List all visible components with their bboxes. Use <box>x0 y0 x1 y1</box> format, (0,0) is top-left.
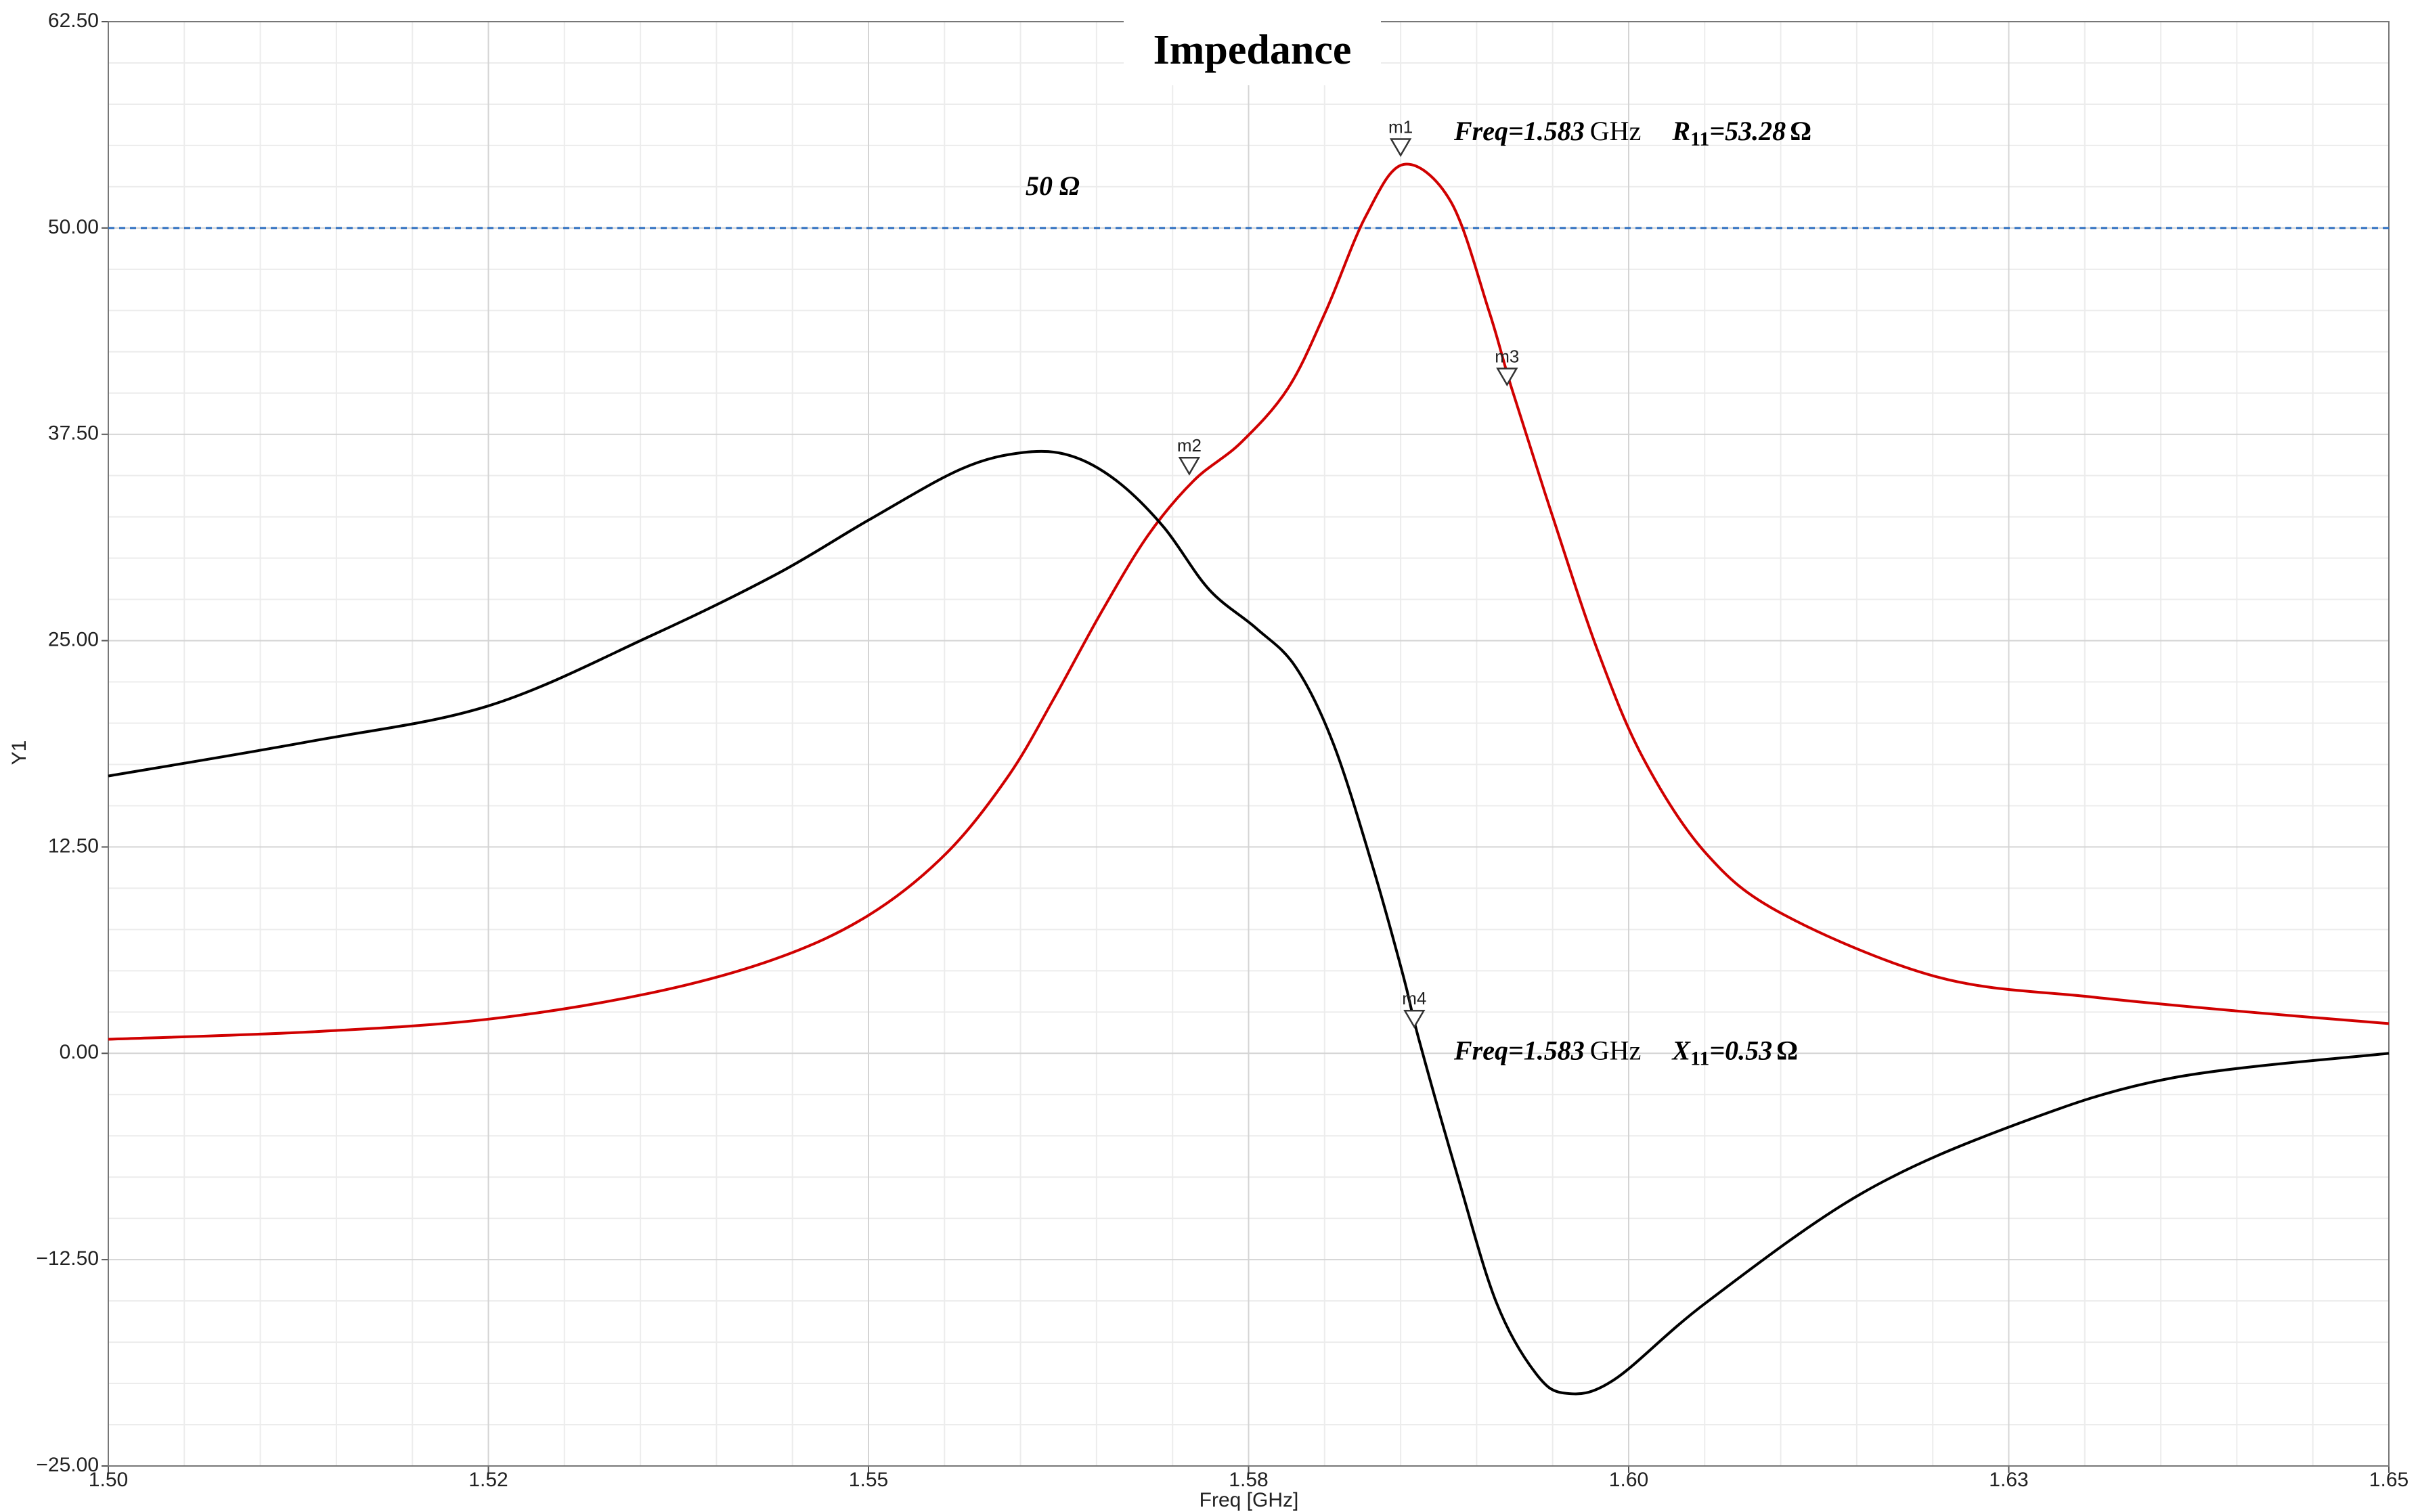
x-tick-label: 1.63 <box>1989 1469 2028 1491</box>
readout-freq: Freq=1.583 <box>1453 116 1585 146</box>
marker-readout: Freq=1.583 GHz R11=53.28 Ω <box>1453 116 1811 150</box>
marker-label: m1 <box>1388 116 1413 137</box>
reference-label: 50 Ω <box>1026 171 1080 201</box>
chart-title: Impedance <box>1153 27 1352 73</box>
x-axis-label: Freq [GHz] <box>1200 1489 1299 1511</box>
x-tick-label: 1.50 <box>89 1469 128 1491</box>
marker <box>1178 456 1201 476</box>
y-tick-label: 0.00 <box>60 1041 99 1063</box>
readout-value: =53.28 <box>1709 116 1786 146</box>
y-tick-label: −25.00 <box>36 1454 99 1476</box>
readout-freq: Freq=1.583 <box>1453 1035 1585 1065</box>
marker <box>1496 368 1518 387</box>
x-tick-label: 1.60 <box>1609 1469 1648 1491</box>
marker-label: m2 <box>1177 435 1202 455</box>
x-tick-label: 1.58 <box>1229 1469 1268 1491</box>
title-background <box>1124 18 1381 85</box>
marker <box>1389 138 1412 158</box>
y-axis-label: Y1 <box>8 740 30 765</box>
y-tick-label: −12.50 <box>36 1247 99 1270</box>
y-tick-label: 37.50 <box>48 422 99 445</box>
y-tick-label: 12.50 <box>48 835 99 857</box>
y-tick-label: 62.50 <box>48 9 99 32</box>
readout-unit: GHz <box>1590 116 1642 146</box>
marker-readout: Freq=1.583 GHz X11=0.53 Ω <box>1453 1035 1798 1069</box>
readout-unit: GHz <box>1590 1035 1642 1065</box>
readout-ohm: Ω <box>1790 116 1811 146</box>
readout-param: X <box>1671 1035 1691 1065</box>
readout-ohm: Ω <box>1776 1035 1798 1065</box>
series-line <box>108 162 2390 1041</box>
readout-sub: 11 <box>1690 128 1709 150</box>
y-tick-label: 25.00 <box>48 628 99 650</box>
series-line <box>108 449 2390 1396</box>
y-tick-label: 50.00 <box>48 216 99 238</box>
readout-sub: 11 <box>1690 1047 1709 1069</box>
marker <box>1403 1010 1426 1029</box>
readout-value: =0.53 <box>1709 1035 1772 1065</box>
x-tick-label: 1.65 <box>2369 1469 2408 1491</box>
x-tick-label: 1.55 <box>849 1469 888 1491</box>
readout-param: R <box>1671 116 1690 146</box>
marker-label: m4 <box>1402 988 1426 1008</box>
x-tick-label: 1.52 <box>468 1469 508 1491</box>
marker-label: m3 <box>1495 346 1519 366</box>
